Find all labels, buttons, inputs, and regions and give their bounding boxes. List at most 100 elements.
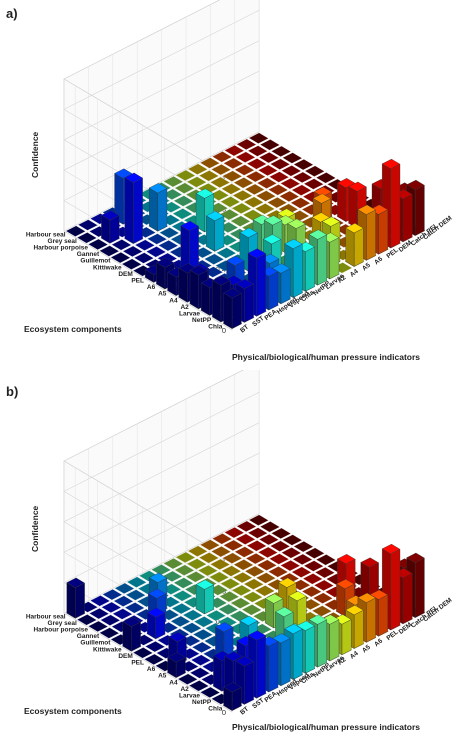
bar3d-chart-b: 00.20.40.60.81ChlaNetPPLarvaeA2A4A5A6PEL… (26, 370, 453, 717)
bar (381, 543, 401, 631)
floor-tile (143, 653, 165, 665)
y-tick-label: Guillemot (80, 640, 111, 647)
floor-tile (114, 582, 135, 594)
z-axis-label: Confidence (30, 505, 40, 552)
floor-tile (189, 667, 211, 679)
y-tick-label: A5 (158, 673, 167, 680)
floor-tile (254, 203, 276, 215)
z-tick-label: 1 (222, 174, 226, 183)
floor-tile (174, 564, 195, 576)
floor-tile (175, 551, 196, 563)
bar-front (317, 619, 327, 668)
x-tick-label: A6 (373, 637, 384, 648)
floor-tile (182, 609, 203, 621)
floor-tile (231, 584, 252, 596)
floor-tile (293, 159, 314, 171)
floor-tile (170, 615, 191, 627)
floor-tile (163, 558, 184, 570)
floor-tile (158, 240, 179, 252)
floor-tile (230, 597, 251, 609)
bar-front (305, 625, 315, 674)
floor-tile (281, 165, 302, 177)
bar-front (414, 184, 425, 236)
floor-tile (315, 554, 337, 566)
z-tick-label: 1 (222, 556, 226, 565)
x-tick-label: A6 (373, 255, 384, 266)
floor-tile (112, 608, 133, 620)
floor-tile (268, 553, 290, 565)
floor-tile (282, 534, 303, 546)
floor-tile (302, 573, 323, 585)
floor-tile (208, 571, 230, 583)
floor-tile (186, 176, 207, 188)
floor-tile (291, 184, 312, 196)
z-tick-label: 0 (222, 326, 226, 335)
bar-front (341, 619, 352, 655)
floor-tile (223, 157, 244, 169)
bar-front (244, 283, 254, 323)
y-tick-label: A2 (180, 686, 189, 693)
floor-tile (255, 572, 277, 584)
bar (148, 183, 168, 232)
floor-tile (266, 197, 288, 209)
floor-tile (304, 547, 325, 559)
floor-tile (247, 145, 268, 157)
bar-front (329, 619, 340, 662)
floor-tile (188, 680, 210, 692)
y-tick-label: Guillemot (80, 258, 111, 265)
floor-tile (282, 152, 303, 164)
floor-tile (145, 246, 167, 258)
bar-side (212, 280, 222, 323)
floor-tile (181, 622, 202, 634)
bar-front (292, 243, 303, 298)
floor-tile (187, 545, 208, 557)
floor-tile (216, 247, 237, 259)
floor-tile (280, 178, 301, 190)
floor-tile (88, 608, 110, 620)
bar-side (156, 262, 166, 290)
floor-tile (293, 541, 314, 553)
floor-tile (234, 546, 255, 558)
floor-tile (163, 176, 184, 188)
floor-tile (99, 245, 120, 257)
y-tick-label: A4 (169, 297, 178, 304)
floor-tile (231, 202, 252, 214)
y-tick-label: A4 (169, 679, 178, 686)
floor-tile (65, 225, 86, 237)
floor-tile (301, 586, 322, 598)
panel-a: a) 00.20.40.60.81ChlaNetPPLarvaeA2A4A5A6… (6, 0, 453, 362)
floor-tile (197, 565, 219, 577)
floor-tile (244, 565, 265, 577)
y-tick-label: A6 (147, 666, 156, 673)
bar-side (265, 598, 274, 629)
floor-tile (304, 165, 325, 177)
floor-tile (102, 589, 123, 601)
bar-front (402, 194, 413, 242)
z-tick-label: 0.4 (216, 265, 226, 274)
x-tick-label: A4 (349, 268, 360, 279)
floor-tile (243, 196, 264, 208)
floor-tile (177, 673, 198, 685)
y-tick-label: Gannet (77, 633, 100, 640)
bar-front (305, 246, 315, 292)
bar (122, 616, 141, 652)
floor-tile (187, 163, 208, 175)
floor-tile (291, 566, 312, 578)
floor-tile (247, 527, 268, 539)
bar-side (223, 686, 233, 711)
bar-front (204, 584, 214, 615)
floor-tile (150, 564, 172, 576)
bar-front (353, 228, 364, 267)
floor-tile (192, 629, 214, 641)
floor-tile (76, 232, 98, 244)
y-tick-label: Kittiwake (93, 264, 122, 271)
y-tick-label: A5 (158, 291, 167, 298)
bar-side (345, 227, 355, 267)
floor-tile (218, 603, 239, 615)
bars (66, 543, 425, 711)
floor-tile (221, 565, 242, 577)
bar-front (214, 215, 225, 252)
floor-tile (270, 527, 292, 539)
floor-tile (245, 553, 266, 565)
bar-side (223, 292, 233, 329)
